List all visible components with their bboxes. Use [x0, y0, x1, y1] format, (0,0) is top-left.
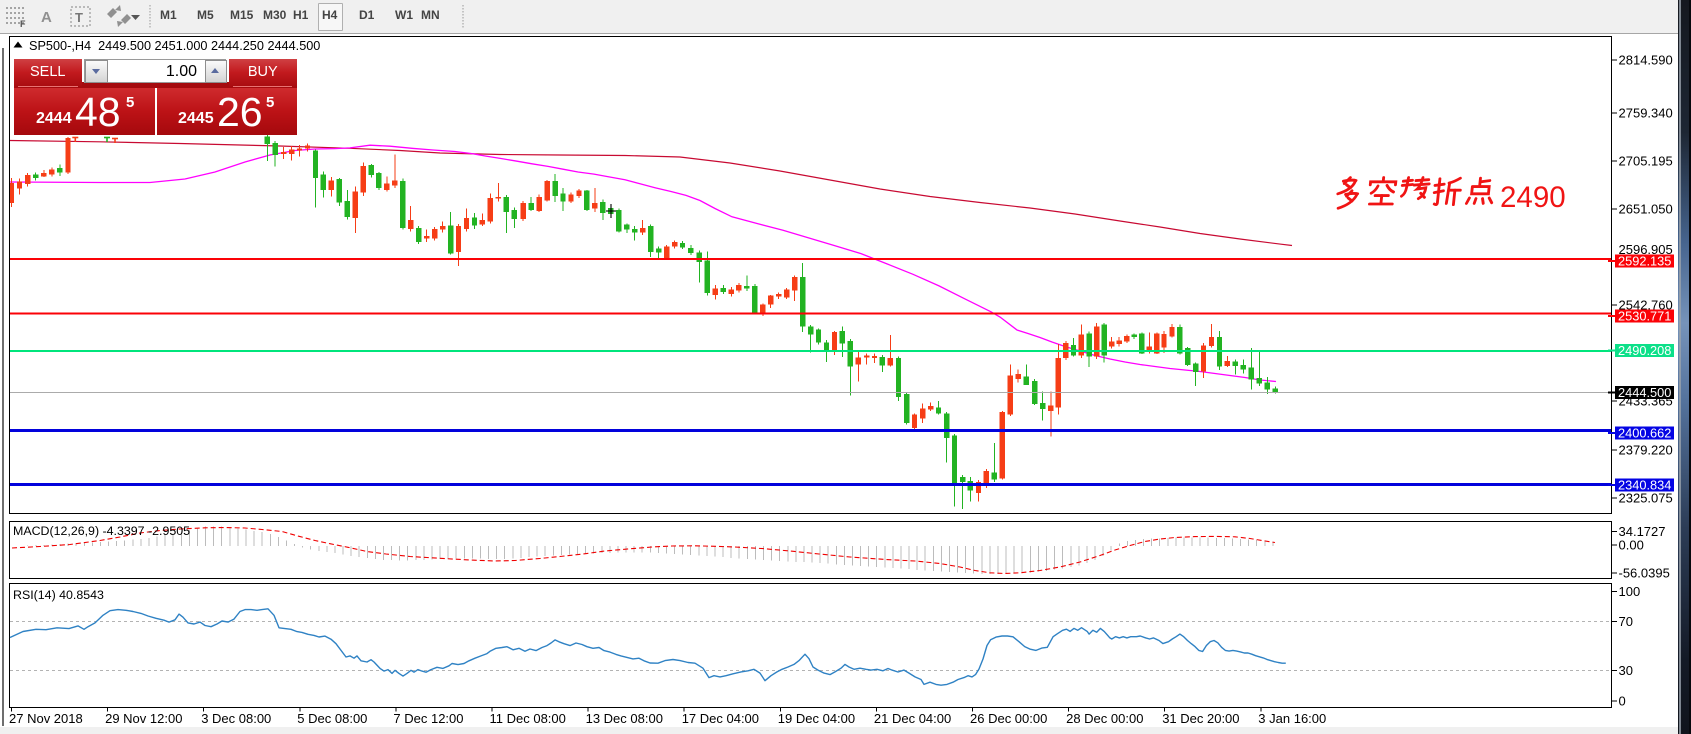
svg-text:2340.834: 2340.834: [1618, 478, 1671, 493]
svg-text:SP500-,H4 2449.500 2451.000 2: SP500-,H4 2449.500 2451.000 2444.250 244…: [29, 39, 320, 53]
svg-text:2444.500: 2444.500: [1618, 385, 1671, 400]
svg-text:T: T: [75, 10, 83, 25]
svg-text:3 Jan 16:00: 3 Jan 16:00: [1258, 711, 1326, 726]
svg-text:F: F: [20, 19, 26, 29]
svg-text:7 Dec 12:00: 7 Dec 12:00: [393, 711, 463, 726]
svg-text:26 Dec 00:00: 26 Dec 00:00: [970, 711, 1047, 726]
svg-text:2542.760: 2542.760: [1619, 298, 1673, 313]
svg-text:31 Dec 20:00: 31 Dec 20:00: [1162, 711, 1239, 726]
svg-text:5 Dec 08:00: 5 Dec 08:00: [297, 711, 367, 726]
svg-text:2400.662: 2400.662: [1618, 426, 1671, 441]
svg-text:-56.0395: -56.0395: [1619, 566, 1670, 581]
svg-text:0: 0: [1619, 694, 1626, 709]
svg-text:2325.075: 2325.075: [1619, 491, 1673, 506]
svg-text:2379.220: 2379.220: [1619, 443, 1673, 458]
svg-text:100: 100: [1619, 584, 1641, 599]
svg-text:27 Nov 2018: 27 Nov 2018: [9, 711, 83, 726]
svg-text:MACD(12,26,9) -4.3397 -2.9505: MACD(12,26,9) -4.3397 -2.9505: [13, 524, 190, 538]
svg-text:2490: 2490: [1500, 181, 1566, 214]
svg-text:34.1727: 34.1727: [1619, 524, 1666, 539]
svg-text:11 Dec 08:00: 11 Dec 08:00: [490, 711, 566, 726]
svg-text:2490.208: 2490.208: [1618, 343, 1671, 358]
svg-text:RSI(14) 40.8543: RSI(14) 40.8543: [13, 588, 104, 602]
svg-text:2651.050: 2651.050: [1619, 202, 1673, 217]
svg-text:A: A: [41, 9, 52, 26]
svg-text:2596.905: 2596.905: [1619, 242, 1673, 257]
svg-text:29 Nov 12:00: 29 Nov 12:00: [105, 711, 182, 726]
svg-text:2759.340: 2759.340: [1619, 106, 1673, 121]
svg-text:2530.771: 2530.771: [1618, 309, 1671, 324]
svg-text:3 Dec 08:00: 3 Dec 08:00: [201, 711, 271, 726]
svg-text:19 Dec 04:00: 19 Dec 04:00: [778, 711, 855, 726]
svg-text:17 Dec 04:00: 17 Dec 04:00: [682, 711, 759, 726]
svg-text:28 Dec 00:00: 28 Dec 00:00: [1066, 711, 1143, 726]
svg-text:0.00: 0.00: [1619, 538, 1644, 553]
svg-text:13 Dec 08:00: 13 Dec 08:00: [586, 711, 663, 726]
svg-text:2592.135: 2592.135: [1618, 254, 1671, 269]
svg-text:70: 70: [1619, 614, 1633, 629]
svg-text:30: 30: [1619, 663, 1633, 678]
svg-text:2814.590: 2814.590: [1619, 53, 1673, 68]
svg-text:2705.195: 2705.195: [1619, 154, 1673, 169]
svg-text:21 Dec 04:00: 21 Dec 04:00: [874, 711, 951, 726]
